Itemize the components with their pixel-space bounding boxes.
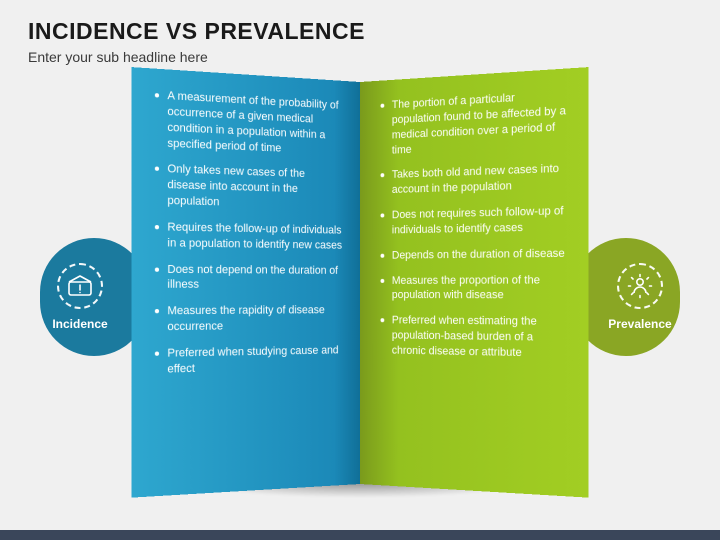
list-item: Measures the rapidity of disease occurre… (167, 303, 343, 335)
list-item: Preferred when estimating the population… (392, 313, 570, 362)
list-item: A measurement of the probability of occu… (167, 89, 343, 159)
incidence-icon (57, 263, 103, 309)
incidence-panel: A measurement of the probability of occu… (132, 67, 360, 498)
diagram-stage: Incidence Prevalence A measurement of th… (0, 82, 720, 512)
list-item: Depends on the duration of disease (392, 246, 570, 263)
header: INCIDENCE VS PREVALENCE Enter your sub h… (0, 0, 720, 73)
prevalence-panel: The portion of a particular population f… (360, 67, 588, 498)
list-item: Measures the proportion of the populatio… (392, 272, 570, 304)
incidence-list: A measurement of the probability of occu… (155, 88, 343, 378)
page-subtitle: Enter your sub headline here (28, 49, 692, 65)
list-item: The portion of a particular population f… (392, 88, 570, 159)
book-diagram: A measurement of the probability of occu… (130, 82, 590, 502)
prevalence-list: The portion of a particular population f… (381, 88, 570, 363)
list-item: Takes both old and new cases into accoun… (392, 161, 570, 198)
prevalence-icon (617, 263, 663, 309)
page-title: INCIDENCE VS PREVALENCE (28, 18, 692, 45)
slide: INCIDENCE VS PREVALENCE Enter your sub h… (0, 0, 720, 540)
incidence-label: Incidence (52, 317, 107, 331)
list-item: Does not requires such follow-up of indi… (392, 204, 570, 239)
list-item: Preferred when studying cause and effect (167, 343, 343, 377)
list-item: Requires the follow-up of individuals in… (167, 220, 343, 254)
list-item: Does not depend on the duration of illne… (167, 262, 343, 293)
bottom-bar (0, 530, 720, 540)
list-item: Only takes new cases of the disease into… (167, 162, 343, 213)
prevalence-label: Prevalence (608, 317, 671, 331)
